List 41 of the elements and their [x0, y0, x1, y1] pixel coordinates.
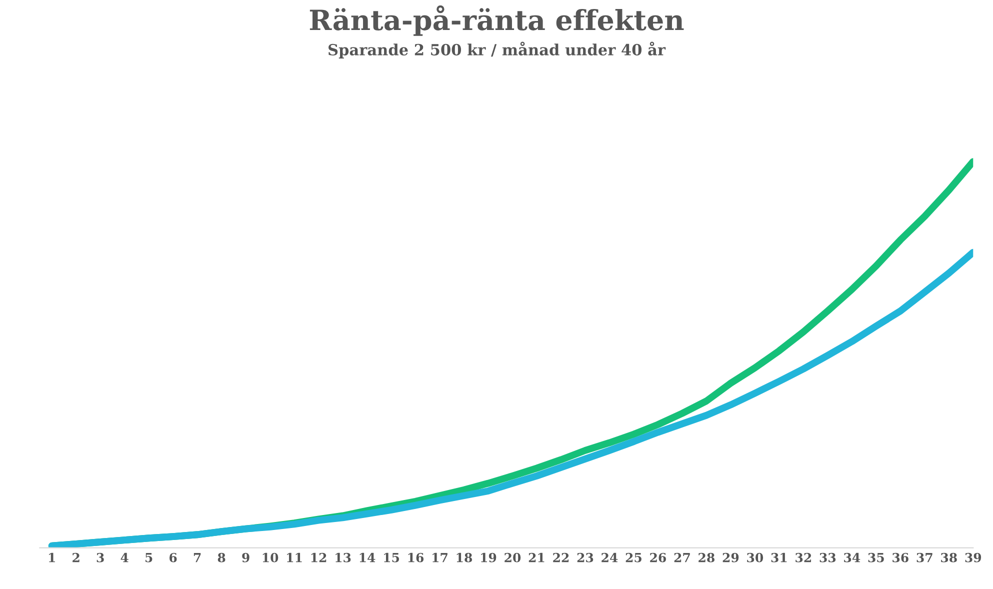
x-tick-label: 17: [432, 552, 448, 562]
x-tick-label: 33: [820, 552, 836, 562]
x-tick-label: 7: [194, 553, 201, 562]
x-tick-label: 27: [674, 552, 690, 562]
x-tick-label: 25: [626, 552, 642, 562]
x-tick-label: 31: [771, 552, 787, 562]
x-tick-label: 38: [941, 552, 957, 562]
x-tick-label: 34: [844, 552, 860, 562]
x-tick-label: 39: [965, 552, 982, 562]
x-tick-label: 18: [456, 552, 472, 562]
x-tick-label: 32: [796, 552, 811, 562]
x-tick-label: 14: [360, 552, 376, 562]
x-tick-label: 28: [698, 552, 714, 562]
x-tick-label: 9: [242, 552, 250, 562]
x-tick-label: 6: [170, 552, 177, 562]
x-tick-label: 21: [528, 552, 544, 562]
x-tick-label: 24: [602, 552, 618, 562]
x-tick-label: 23: [577, 552, 594, 562]
x-tick-label: 15: [384, 552, 400, 562]
x-tick-label: 2: [72, 552, 80, 562]
chart-subtitle: Sparande 2 500 kr / månad under 40 år: [328, 42, 666, 58]
x-tick-label: 26: [650, 552, 666, 562]
x-tick-label: 19: [481, 552, 496, 562]
x-tick-label: 37: [916, 552, 932, 562]
x-tick-label: 20: [504, 552, 521, 562]
x-tick-label: 10: [262, 552, 278, 562]
x-tick-label: 1: [49, 552, 55, 562]
x-tick-label: 30: [747, 552, 764, 562]
x-tick-label: 3: [96, 552, 104, 562]
chart-title: Ränta-på-ränta effekten: [310, 5, 684, 36]
x-tick-label: 13: [336, 552, 351, 562]
x-tick-label: 8: [218, 552, 226, 562]
x-tick-label: 12: [311, 552, 326, 562]
x-tick-label: 35: [868, 552, 884, 562]
x-tick-label: 16: [408, 552, 424, 562]
x-tick-label: 36: [892, 552, 908, 562]
x-tick-label: 29: [722, 552, 739, 562]
x-tick-label: 22: [553, 552, 569, 562]
x-tick-label: 5: [146, 553, 152, 562]
x-tick-label: 4: [120, 552, 128, 562]
x-tick-label: 11: [287, 552, 302, 562]
